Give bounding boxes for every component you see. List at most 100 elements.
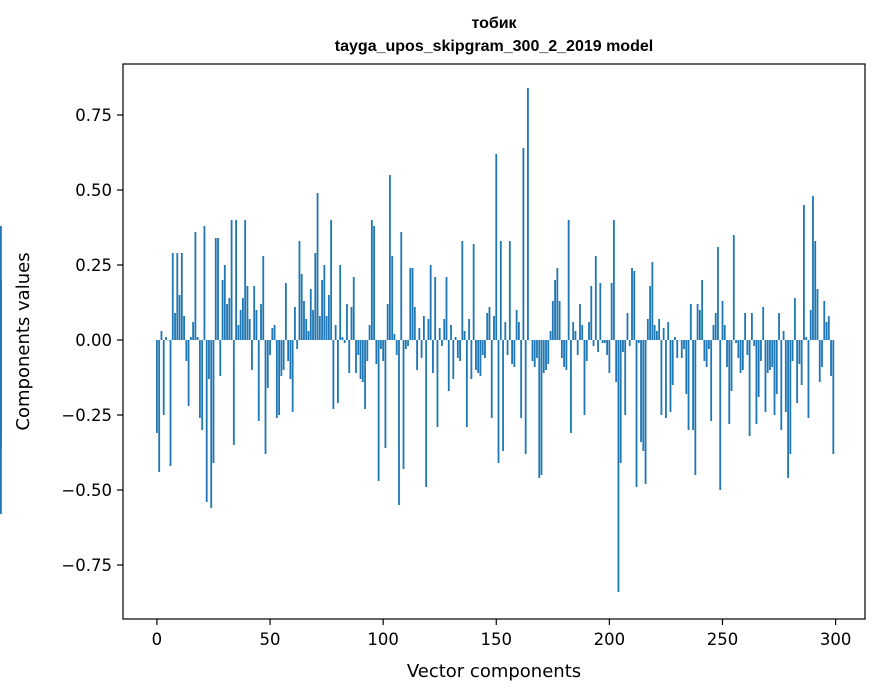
- bar-197: [601, 340, 604, 343]
- y-axis: −0.75 −0.50 −0.25 0.00 0.25 0.50 0.75: [61, 106, 123, 575]
- bar-86: [350, 307, 353, 340]
- bar-143: [479, 340, 482, 376]
- bar-163: [524, 340, 527, 454]
- bar-150: [495, 154, 498, 340]
- bar-17: [194, 232, 197, 340]
- bar-285: [800, 340, 803, 385]
- bar-215: [642, 340, 645, 451]
- bar-46: [260, 304, 262, 340]
- bar-21: [203, 226, 206, 340]
- x-tick-label-300: 300: [820, 630, 852, 649]
- bar-149: [493, 316, 495, 340]
- bar-31: [226, 304, 228, 340]
- bar-256: [735, 340, 737, 343]
- bar-260: [744, 313, 747, 340]
- bar-175: [551, 301, 554, 340]
- bar-219: [651, 262, 654, 340]
- bar-205: [619, 340, 622, 463]
- bar-191: [588, 322, 590, 340]
- bar-298: [830, 340, 832, 376]
- bar-79: [334, 325, 337, 340]
- bar-123: [434, 277, 437, 340]
- bar-103: [389, 175, 391, 340]
- bar-249: [719, 340, 722, 490]
- bar-261: [746, 340, 749, 355]
- bar-246: [712, 325, 715, 340]
- bar-47: [262, 256, 265, 340]
- bar-193: [592, 340, 595, 346]
- bar-84: [346, 304, 348, 340]
- bar-32: [228, 298, 231, 340]
- bar-216: [644, 340, 647, 484]
- bar-199: [606, 340, 609, 355]
- bar-undefined: [0, 340, 2, 514]
- bar-168: [536, 340, 538, 358]
- bar-188: [581, 325, 584, 340]
- bar-273: [773, 340, 776, 415]
- bar-132: [454, 337, 457, 340]
- bar-45: [257, 340, 260, 421]
- bar-23: [208, 340, 210, 379]
- bar-87: [352, 277, 355, 340]
- bar-229: [674, 337, 676, 340]
- bar-159: [515, 310, 518, 340]
- bar-262: [748, 340, 751, 436]
- bar-30: [223, 265, 226, 340]
- bar-90: [359, 340, 362, 379]
- y-tick-label-5: 0.50: [75, 181, 112, 200]
- bar-43: [253, 286, 256, 340]
- bar-undefined: [0, 334, 2, 340]
- bar-18: [196, 337, 199, 340]
- bar-218: [649, 286, 651, 340]
- bar-160: [517, 322, 520, 340]
- bar-294: [821, 340, 823, 367]
- bar-240: [698, 310, 701, 340]
- bar-181: [565, 340, 568, 370]
- bar-49: [266, 340, 269, 388]
- bar-266: [757, 340, 760, 397]
- bar-71: [316, 193, 319, 340]
- bar-22: [205, 340, 208, 502]
- bar-279: [787, 340, 789, 478]
- bar-55: [280, 340, 283, 376]
- bar-274: [775, 340, 778, 394]
- plot-frame: [122, 63, 866, 620]
- bar-174: [549, 331, 552, 340]
- bar-186: [576, 340, 579, 355]
- bar-100: [382, 340, 385, 361]
- bar-140: [472, 244, 475, 340]
- bar-69: [312, 310, 314, 340]
- bar-53: [275, 340, 278, 418]
- bar-85: [348, 340, 351, 373]
- bar-293: [818, 340, 821, 382]
- bar-158: [513, 340, 516, 367]
- bar-227: [669, 340, 672, 412]
- bar-129: [447, 340, 450, 391]
- bar-233: [683, 340, 685, 349]
- bar-93: [366, 340, 369, 361]
- bar-282: [793, 298, 796, 340]
- bar-226: [667, 322, 670, 340]
- bar-288: [807, 340, 810, 418]
- bar-14: [187, 340, 190, 406]
- bar-94: [368, 325, 371, 340]
- bar-204: [617, 340, 620, 592]
- bar-77: [330, 220, 333, 340]
- bar-153: [502, 340, 504, 451]
- bar-223: [660, 340, 663, 415]
- bar-164: [527, 88, 529, 340]
- bar-295: [823, 301, 826, 340]
- bar-166: [531, 340, 534, 361]
- y-tick-label-1: −0.50: [61, 481, 112, 500]
- chart-title: тобик: [471, 15, 517, 32]
- bar-66: [305, 319, 308, 340]
- bar-91: [361, 340, 364, 382]
- bar-156: [508, 241, 511, 340]
- bar-133: [456, 340, 459, 358]
- bar-12: [183, 316, 185, 340]
- bar-245: [710, 340, 713, 421]
- bar-130: [450, 325, 452, 340]
- bar-80: [337, 340, 339, 403]
- bar-9: [176, 253, 179, 340]
- bar-284: [798, 340, 801, 364]
